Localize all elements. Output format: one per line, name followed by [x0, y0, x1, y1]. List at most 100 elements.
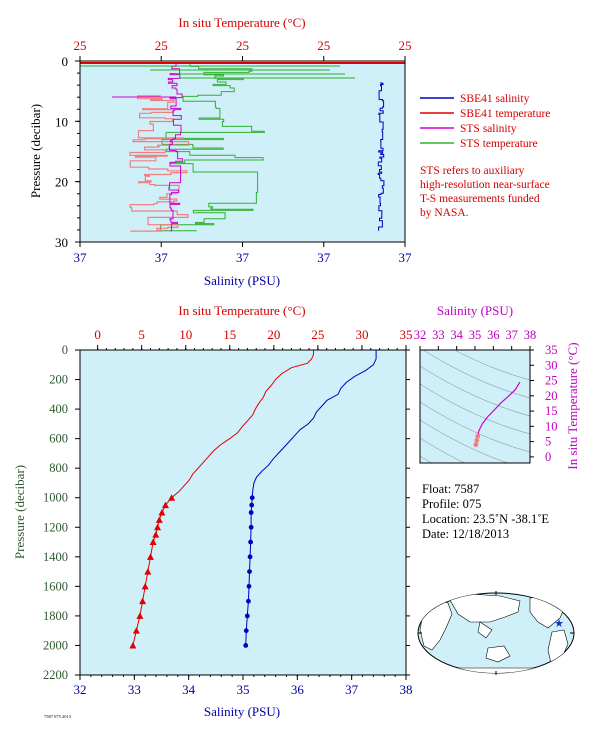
ts-salinity-axis-label: Salinity (PSU)	[437, 303, 513, 318]
ts-density-contour	[420, 419, 509, 463]
temperature-sample-marker	[132, 627, 140, 634]
ts-temperature-tick-label: 5	[545, 435, 551, 449]
ts-traces	[420, 350, 530, 463]
near-surface-temperature-tick-label: 25	[236, 38, 249, 53]
legend-label: STS salinity	[460, 123, 517, 135]
ts-salinity-tick-label: 35	[469, 328, 482, 342]
sts-note-line: by NASA.	[420, 207, 469, 219]
full-profile-salinity-tick-label: 35	[237, 682, 250, 697]
near-surface-salinity-tick-label: 37	[74, 250, 88, 265]
near-surface-pressure-tick-label: 30	[55, 235, 68, 250]
ts-density-contour	[420, 401, 530, 453]
float-info: Float: 7587 Profile: 075 Location: 23.5˚…	[422, 482, 549, 541]
ts-density-contour	[420, 365, 530, 417]
sts-temperature-line	[160, 64, 265, 232]
near-surface-pressure-tick-label: 0	[62, 54, 69, 69]
ts-temperature-tick-label: 10	[545, 419, 558, 433]
world-map: ★	[417, 591, 575, 675]
ts-temperature-tick-label: 0	[545, 450, 551, 464]
ts-temperature-tick-label: 20	[545, 389, 558, 403]
temperature-sample-marker	[139, 597, 147, 605]
near-surface-salinity-tick-label: 37	[317, 250, 331, 265]
temperature-sample-marker	[154, 523, 162, 531]
near-surface-salinity-tick-label: 37	[399, 250, 413, 265]
near-surface-panel: In situ Temperature (°C) 25 25 25 25 25 37 37…	[28, 15, 412, 288]
full-profile-temperature-axis-label: In situ Temperature (°C)	[178, 303, 305, 318]
full-profile-temperature-tick-label: 25	[311, 327, 324, 342]
sts-note-line: high-resolution near-surface	[420, 179, 550, 191]
ts-salinity-tick-label: 34	[450, 328, 463, 342]
full-profile-salinity-tick-label: 32	[74, 682, 87, 697]
salinity-sample-marker	[243, 628, 249, 634]
ts-sample-marker	[473, 442, 479, 448]
near-surface-temperature-tick-label: 25	[74, 38, 87, 53]
temperature-sample-marker	[155, 516, 163, 523]
full-profile-pressure-axis-label: Pressure (decibar)	[12, 465, 27, 559]
full-profile-pressure-tick-label: 2200	[43, 668, 68, 682]
date: Date: 12/18/2013	[422, 527, 509, 541]
full-profile-temperature-ticks: 0 5 10 15 20 25 30 35	[94, 327, 413, 350]
full-profile-temperature-tick-label: 0	[94, 327, 101, 342]
full-profile-pressure-tick-label: 1600	[43, 579, 68, 593]
salinity-sample-marker	[248, 524, 254, 530]
salinity-profile-line	[245, 350, 377, 646]
near-surface-temperature-tick-label: 25	[399, 38, 412, 53]
salinity-sample-marker	[247, 554, 253, 560]
salinity-sample-marker	[246, 583, 252, 589]
salinity-sample-marker	[246, 598, 251, 604]
ts-temperature-tick-label: 15	[545, 404, 558, 418]
ts-density-contour	[422, 350, 530, 399]
full-profile-plot-area	[79, 349, 407, 676]
sts-note-line: T-S measurements funded	[420, 193, 540, 205]
near-surface-pressure-axis-label: Pressure (decibar)	[28, 104, 43, 198]
temperature-profile-line	[132, 350, 314, 646]
full-profile-salinity-tick-label: 36	[291, 682, 305, 697]
salinity-sample-marker	[249, 495, 255, 501]
near-surface-temperature-ticks: 25 25 25 25 25	[74, 38, 412, 61]
full-profile-pressure-tick-label: 800	[49, 461, 68, 475]
full-profile-temperature-tick-label: 10	[179, 327, 192, 342]
full-profile-pressure-tick-label: 0	[62, 343, 68, 357]
full-profile-pressure-tick-label: 200	[49, 373, 68, 387]
temperature-sample-marker	[129, 641, 137, 649]
near-surface-salinity-ticks: 37 37 37 37 37	[74, 242, 413, 265]
near-surface-temperature-tick-label: 25	[317, 38, 330, 53]
full-profile-pressure-tick-label: 600	[49, 432, 68, 446]
float-location-marker: ★	[554, 618, 564, 630]
legend-label: SBE41 salinity	[460, 93, 530, 105]
full-profile-salinity-tick-label: 33	[128, 682, 141, 697]
ts-salinity-tick-label: 33	[432, 328, 445, 342]
full-profile-pressure-ticks: 0 200 400 600 800 1000 1200 1400 1600 1800 2000 220…	[43, 343, 410, 682]
temperature-sample-marker	[149, 538, 157, 546]
sts-note: STS refers to auxiliary high-resolution n…	[420, 165, 550, 219]
full-profile-pressure-tick-label: 400	[49, 402, 68, 416]
full-profile-temperature-tick-label: 5	[138, 327, 145, 342]
temperature-sample-marker	[168, 494, 176, 501]
near-surface-salinity-tick-label: 37	[236, 250, 250, 265]
sts-note-line: STS refers to auxiliary	[420, 165, 525, 177]
full-profile-temperature-tick-label: 15	[223, 327, 236, 342]
ts-salinity-tick-label: 36	[487, 328, 500, 342]
temperature-sample-marker	[158, 509, 166, 516]
ts-temperature-axis-label: In situ Temperature (°C)	[565, 342, 580, 469]
footer-stamp: 7587 075 2013	[44, 714, 72, 719]
ts-density-contour	[454, 350, 530, 381]
full-profile-salinity-tick-label: 34	[182, 682, 196, 697]
ts-sample-marker	[474, 438, 480, 443]
salinity-sample-marker	[248, 539, 254, 545]
near-surface-temperature-axis-label: In situ Temperature (°C)	[178, 15, 305, 30]
sts-temperature-highres-line	[129, 95, 190, 232]
near-surface-salinity-tick-label: 37	[155, 250, 169, 265]
ts-temperature-tick-label: 30	[545, 358, 558, 372]
ts-salinity-ticks: 32 33 34 35 36 37 38	[414, 328, 536, 350]
full-profile-traces	[129, 350, 377, 649]
salinity-sample-marker	[247, 569, 252, 574]
salinity-sample-marker	[249, 502, 255, 508]
temperature-sample-marker	[144, 568, 152, 575]
full-profile-temperature-tick-label: 20	[267, 327, 280, 342]
ts-temperature-tick-label: 35	[545, 343, 558, 357]
full-profile-salinity-axis-label: Salinity (PSU)	[204, 704, 280, 719]
full-profile-salinity-ticks: 32 33 34 35 36 37 38	[74, 675, 413, 697]
